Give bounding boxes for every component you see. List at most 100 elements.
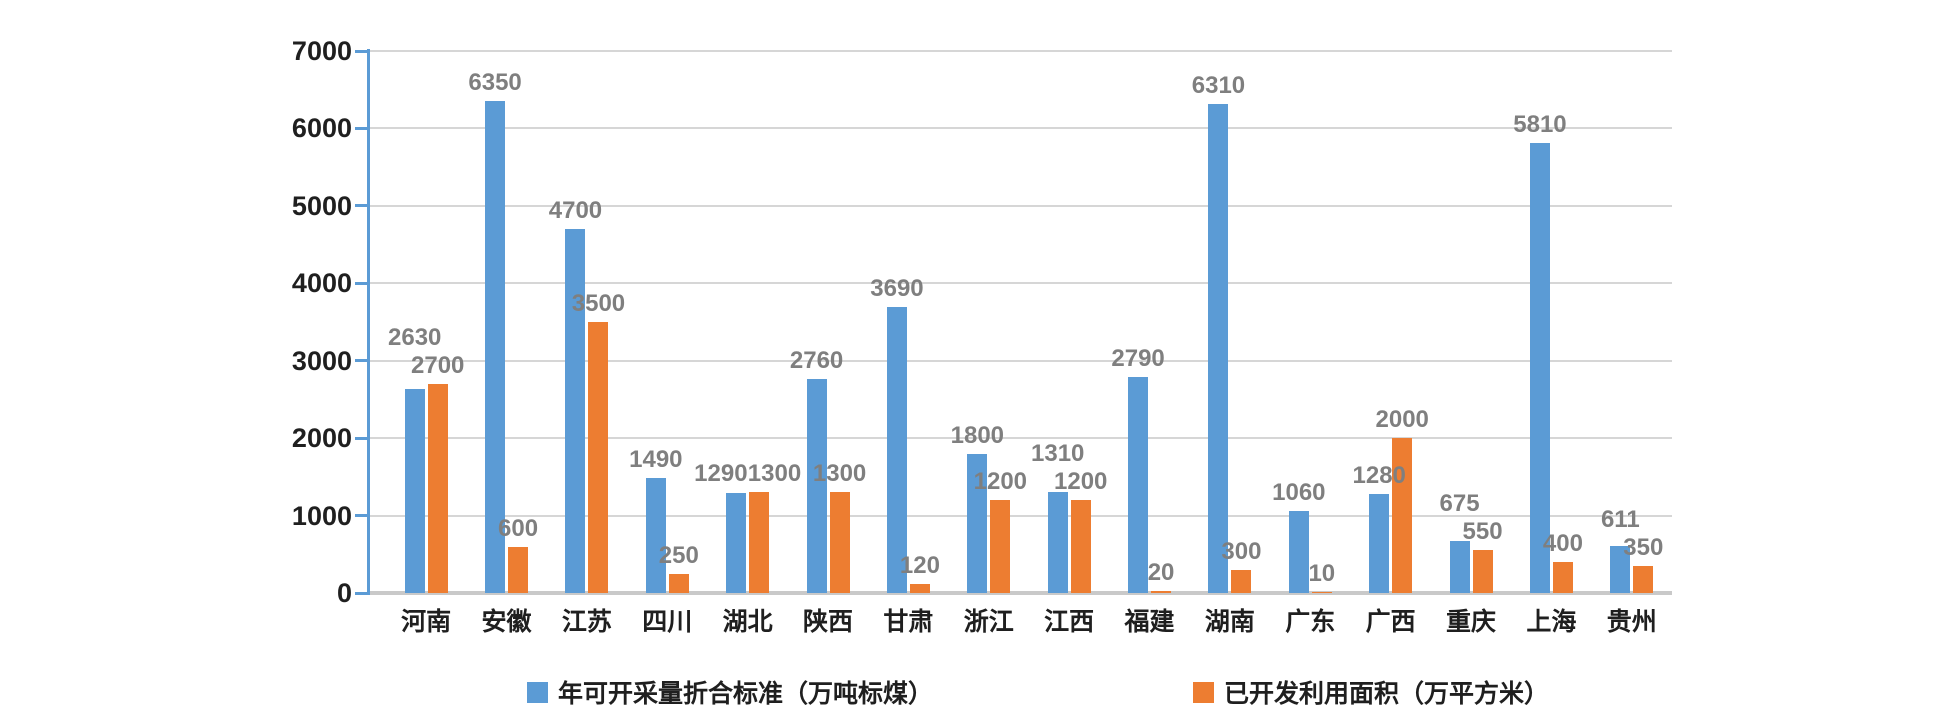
legend-item-annual-extractable[interactable]: 年可开采量折合标准（万吨标煤） (527, 674, 933, 710)
data-label: 4700 (548, 197, 603, 225)
x-category-label-陕西: 陕西 (803, 608, 854, 636)
y-axis-tick (355, 591, 369, 595)
data-label: 1200 (1053, 468, 1108, 496)
data-label: 300 (1221, 537, 1262, 565)
bar-series1-浙江[interactable] (967, 453, 988, 593)
x-category-label-湖北: 湖北 (722, 608, 773, 636)
bar-series1-甘肃[interactable] (886, 307, 907, 593)
bar-series2-广东[interactable] (1311, 592, 1332, 593)
x-category-label-安徽: 安徽 (481, 608, 532, 636)
data-label: 2000 (1375, 406, 1429, 434)
data-label: 3690 (870, 275, 924, 303)
x-category-label-四川: 四川 (642, 608, 693, 636)
bar-series2-湖北[interactable] (749, 492, 770, 593)
bar-series1-贵州[interactable] (1610, 545, 1631, 593)
bar-series2-四川[interactable] (668, 573, 689, 593)
bar-series1-江苏[interactable] (565, 229, 586, 593)
bar-series2-甘肃[interactable] (909, 583, 930, 593)
bar-series2-广西[interactable] (1392, 438, 1413, 593)
data-label: 250 (658, 541, 699, 569)
data-label: 1800 (950, 421, 1005, 449)
data-label: 550 (1462, 518, 1503, 546)
data-label: 1290 (694, 460, 748, 488)
x-category-label-福建: 福建 (1124, 608, 1175, 636)
bar-series2-河南[interactable] (427, 383, 448, 593)
x-category-label-河南: 河南 (401, 608, 452, 636)
gridline (368, 204, 1672, 207)
bar-series1-福建[interactable] (1128, 376, 1149, 593)
y-tick-label: 6000 (291, 113, 352, 144)
x-category-label-上海: 上海 (1526, 608, 1577, 636)
y-tick-label: 3000 (291, 345, 352, 376)
y-tick-label: 1000 (291, 500, 352, 531)
bar-series1-广东[interactable] (1288, 510, 1309, 593)
bar-series1-四川[interactable] (645, 477, 666, 593)
data-label: 120 (899, 551, 940, 579)
x-category-label-甘肃: 甘肃 (883, 608, 934, 636)
data-label: 6310 (1191, 72, 1246, 100)
y-axis-line (367, 49, 370, 595)
bar-series1-重庆[interactable] (1449, 540, 1470, 593)
bar-series2-上海[interactable] (1552, 562, 1573, 593)
data-label: 611 (1600, 505, 1640, 533)
y-axis-tick (355, 126, 369, 130)
bar-series2-安徽[interactable] (508, 546, 529, 593)
y-axis-tick (355, 204, 369, 208)
x-axis-line (368, 591, 1672, 595)
x-category-label-湖南: 湖南 (1204, 608, 1255, 636)
data-label: 1300 (747, 460, 802, 488)
y-axis-tick (355, 359, 369, 363)
legend-swatch-blue-icon (527, 681, 548, 703)
data-label: 1200 (973, 468, 1028, 496)
bar-series1-湖南[interactable] (1208, 104, 1229, 593)
x-category-label-广西: 广西 (1365, 608, 1416, 636)
y-tick-label: 4000 (291, 268, 352, 299)
bar-series2-浙江[interactable] (990, 500, 1011, 593)
x-category-label-重庆: 重庆 (1446, 608, 1497, 636)
data-label: 400 (1542, 530, 1583, 558)
data-label: 10 (1308, 560, 1336, 587)
y-tick-label: 5000 (291, 190, 352, 221)
bar-series1-安徽[interactable] (485, 101, 506, 593)
bar-series1-湖北[interactable] (726, 493, 747, 593)
data-label: 1310 (1030, 440, 1085, 468)
data-label: 20 (1147, 559, 1175, 587)
x-category-label-浙江: 浙江 (963, 608, 1014, 636)
x-category-label-江苏: 江苏 (561, 608, 612, 636)
legend-item-developed-area[interactable]: 已开发利用面积（万平方米） (1193, 674, 1549, 710)
gridline (368, 127, 1672, 130)
y-tick-label: 2000 (291, 423, 352, 454)
data-label: 1060 (1272, 478, 1326, 506)
bar-series2-湖南[interactable] (1231, 569, 1252, 593)
bar-series2-重庆[interactable] (1472, 550, 1493, 593)
bar-series2-福建[interactable] (1151, 591, 1172, 593)
bar-series2-江苏[interactable] (588, 322, 609, 593)
bar-series2-贵州[interactable] (1633, 565, 1654, 593)
data-label: 2630 (387, 323, 442, 351)
y-tick-label: 7000 (291, 36, 352, 66)
gridline (368, 50, 1672, 52)
y-axis-tick (355, 281, 369, 285)
data-label: 1300 (812, 460, 867, 488)
bar-series1-江西[interactable] (1047, 491, 1068, 593)
data-label: 2700 (410, 351, 465, 379)
legend-swatch-orange-icon (1193, 681, 1214, 703)
x-category-label-江西: 江西 (1044, 608, 1095, 636)
bar-series1-河南[interactable] (404, 389, 425, 593)
bar-series1-广西[interactable] (1369, 493, 1390, 593)
y-axis-tick (355, 514, 369, 518)
data-label: 2790 (1111, 344, 1165, 372)
bar-series2-陕西[interactable] (829, 492, 850, 593)
data-label: 675 (1439, 490, 1480, 518)
bar-series1-上海[interactable] (1529, 143, 1550, 593)
x-category-label-广东: 广东 (1285, 608, 1336, 636)
data-label: 350 (1623, 533, 1664, 561)
gridline (368, 437, 1672, 440)
gridline (368, 514, 1672, 517)
bar-series2-江西[interactable] (1070, 500, 1091, 593)
x-category-label-贵州: 贵州 (1606, 608, 1657, 636)
bar-series1-陕西[interactable] (806, 379, 827, 593)
data-label: 600 (498, 514, 539, 542)
